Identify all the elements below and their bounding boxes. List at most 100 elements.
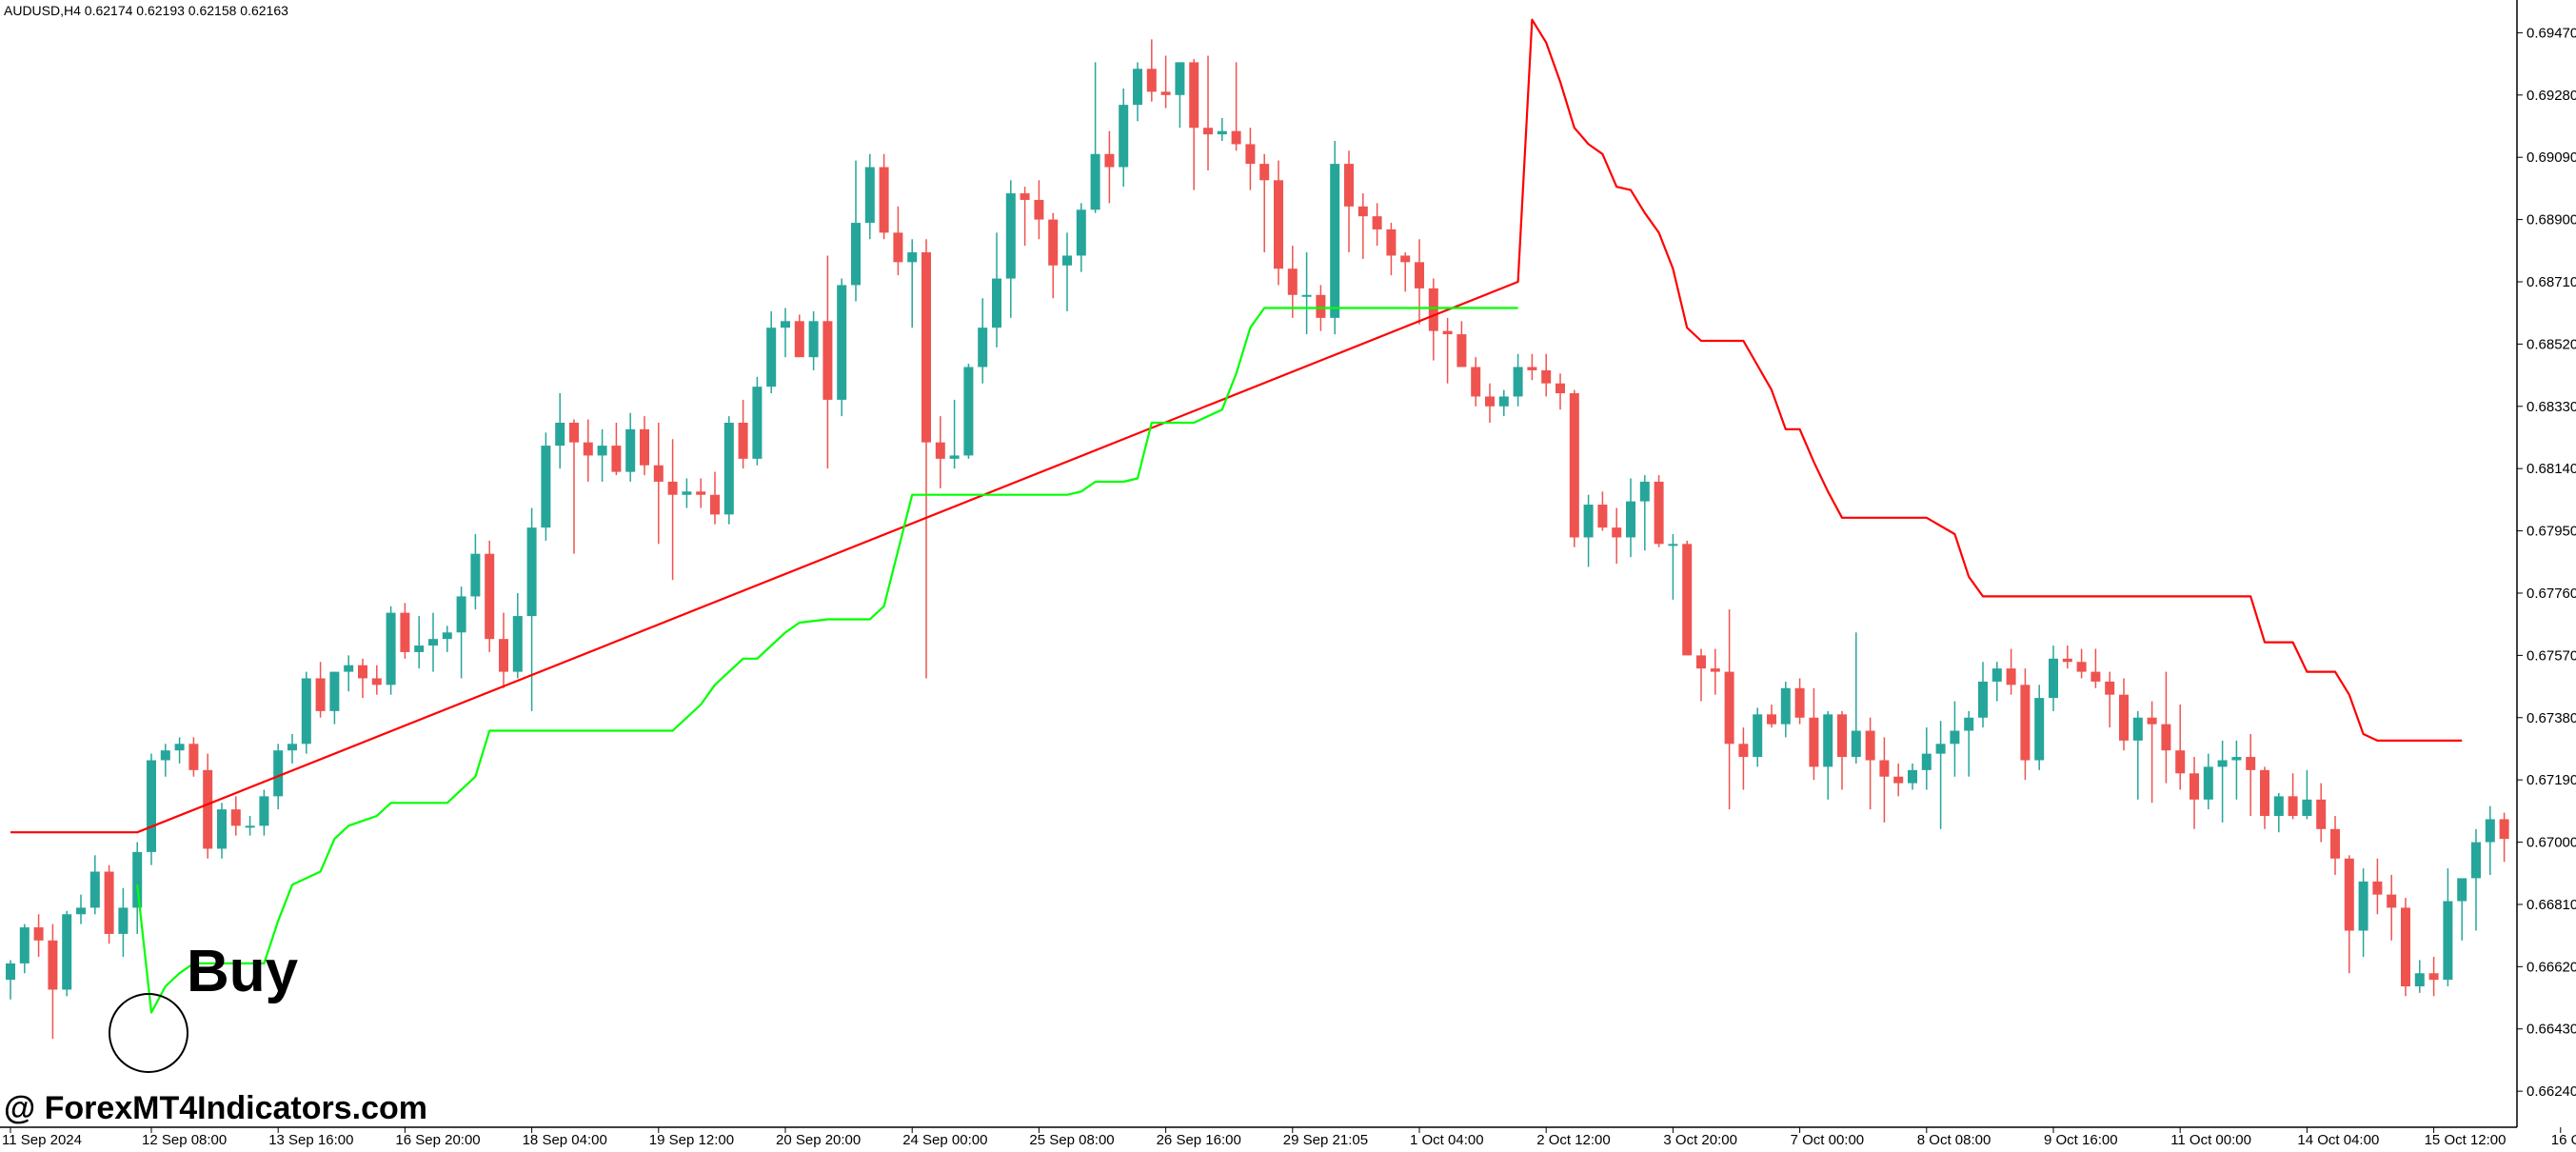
candle-body: [118, 907, 129, 934]
candle: [1583, 494, 1594, 567]
candle-body: [1175, 62, 1185, 95]
time-tick-label: 12 Sep 08:00: [142, 1132, 227, 1148]
candle: [2105, 671, 2115, 728]
candle: [1471, 357, 1481, 407]
candle: [442, 626, 452, 652]
candle-body: [992, 278, 1001, 328]
candle-body: [1696, 655, 1706, 669]
candle: [1991, 662, 2002, 702]
time-scale[interactable]: 11 Sep 2024 12 Sep 08:00 13 Sep 16:00 16 Se…: [2, 1127, 2576, 1148]
candle-body: [2428, 973, 2439, 981]
price-tick-label: 0.67380: [2526, 710, 2576, 726]
candle-body: [259, 796, 269, 826]
candle: [1485, 383, 1495, 423]
price-tick-label: 0.69280: [2526, 88, 2576, 104]
candle-body: [329, 671, 340, 711]
candle: [949, 399, 960, 469]
candle-body: [386, 612, 396, 685]
candle: [1330, 141, 1340, 335]
candle-body: [371, 678, 382, 685]
candle: [174, 737, 185, 764]
candle-body: [287, 744, 297, 751]
candle: [893, 206, 903, 276]
time-tick-label: 25 Sep 08:00: [1029, 1132, 1114, 1148]
candle-body: [682, 491, 692, 495]
candle-body: [879, 167, 889, 233]
candle: [879, 153, 889, 240]
candle: [386, 606, 396, 695]
candle: [499, 612, 508, 688]
candle-body: [1879, 760, 1890, 777]
candle: [766, 310, 777, 394]
candle-body: [2203, 766, 2213, 800]
candle-body: [978, 328, 988, 367]
candle-body: [1597, 505, 1608, 528]
candle: [723, 416, 734, 525]
candle-body: [1823, 714, 1833, 767]
candle: [992, 232, 1001, 348]
candle: [1400, 252, 1411, 292]
candle: [2372, 858, 2383, 915]
candle-body: [1809, 717, 1819, 767]
candle: [1837, 710, 1847, 790]
candle: [203, 753, 213, 859]
candle-body: [428, 639, 438, 646]
candle: [2231, 740, 2242, 800]
candle-body: [907, 252, 918, 263]
candle: [1654, 475, 1664, 547]
candle: [1513, 353, 1523, 407]
candle-body: [1682, 544, 1693, 656]
price-tick-label: 0.66430: [2526, 1022, 2576, 1038]
candle-body: [1498, 396, 1509, 407]
candle-body: [555, 423, 565, 447]
candle-body: [2457, 878, 2467, 902]
candle: [2316, 783, 2327, 843]
candle: [1456, 321, 1467, 367]
candle: [1809, 687, 1819, 781]
candle: [1160, 55, 1171, 109]
candle-body: [104, 871, 114, 934]
candle: [1527, 353, 1537, 381]
candle: [1344, 150, 1354, 253]
candle-body: [921, 252, 931, 443]
time-tick-label: 15 Oct 12:00: [2425, 1132, 2507, 1148]
candle-body: [1316, 294, 1326, 318]
candle-body: [1950, 730, 1960, 745]
price-tick-label: 0.69470: [2526, 25, 2576, 41]
price-tick-label: 0.67190: [2526, 772, 2576, 788]
candle: [2260, 766, 2269, 829]
candle: [485, 540, 495, 652]
candle: [512, 592, 523, 679]
candle: [794, 314, 804, 358]
candle: [2387, 874, 2397, 941]
candle-body: [1231, 130, 1241, 145]
candle: [371, 665, 382, 695]
candle: [48, 924, 58, 1040]
candle-body: [2372, 881, 2383, 895]
candle-body: [203, 769, 213, 849]
candle-body: [147, 760, 156, 852]
candle: [1851, 632, 1861, 764]
candle: [2457, 878, 2467, 941]
candle-body: [2006, 668, 2016, 685]
candle: [2471, 828, 2481, 931]
candle-body: [2485, 819, 2495, 843]
time-tick-label: 1 Oct 04:00: [1410, 1132, 1484, 1148]
candle-body: [217, 809, 227, 849]
candle: [1076, 203, 1086, 272]
candle: [921, 239, 931, 679]
candle-body: [1287, 268, 1298, 295]
candle: [1668, 534, 1678, 600]
price-scale[interactable]: 0.69470 0.69280 0.69090 0.68900 0.68710 0.685…: [2517, 25, 2576, 1100]
candles-layer: [6, 39, 2509, 1040]
candle-body: [752, 387, 763, 459]
candle: [1753, 707, 1763, 767]
trailing-stop-up-line: [136, 307, 1518, 1014]
candle: [1048, 212, 1059, 299]
candle: [935, 416, 945, 488]
trailing-stop-layer: [10, 18, 2463, 1014]
candle-body: [301, 678, 311, 745]
candle: [188, 737, 199, 777]
